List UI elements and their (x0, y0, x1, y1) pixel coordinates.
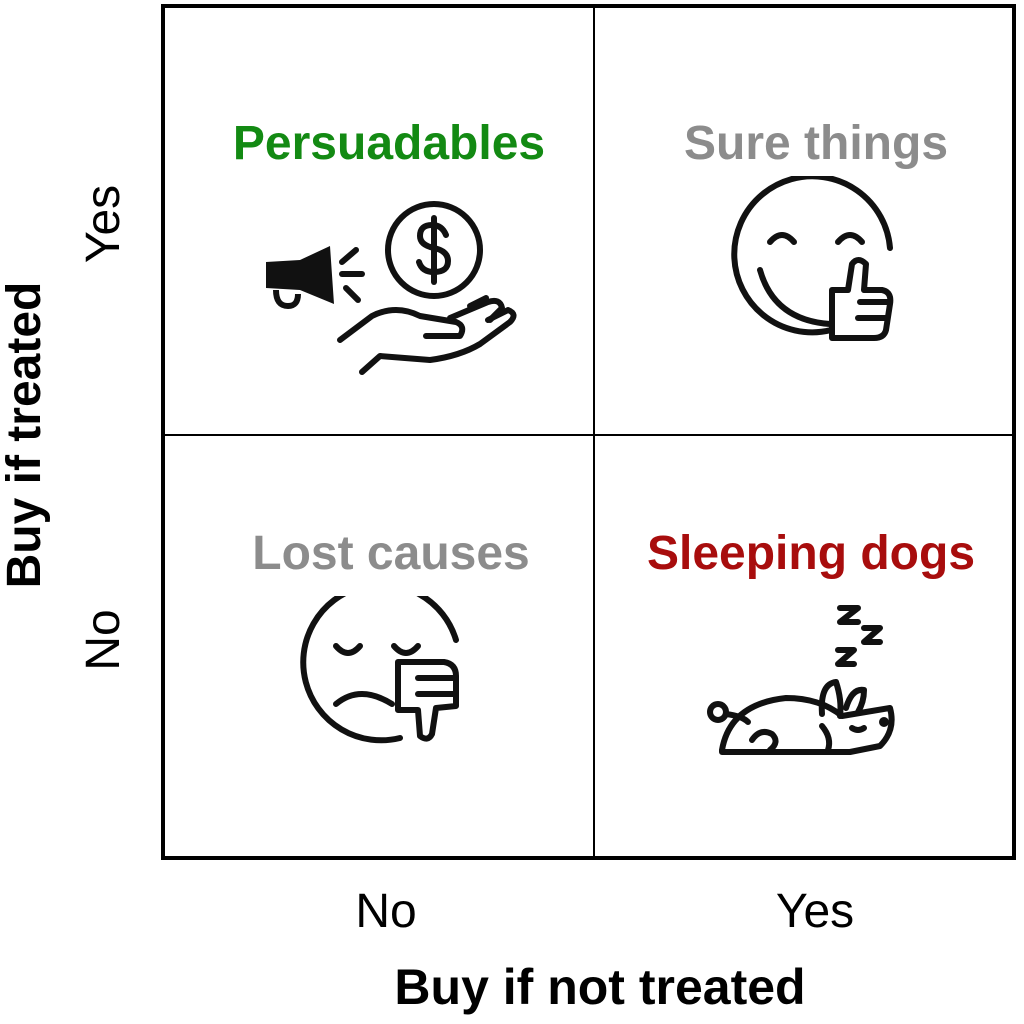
x-axis-label: Buy if not treated (394, 959, 806, 1015)
sleeping-dog-icon (707, 605, 895, 755)
quadrant-title-persuadables: Persuadables (232, 117, 546, 170)
vertical-divider (593, 4, 595, 860)
y-axis-label: Buy if treated (0, 281, 51, 589)
x-tick-yes: Yes (775, 885, 855, 938)
megaphone-money-hand-icon (266, 201, 517, 375)
horizontal-divider (161, 434, 1016, 436)
y-tick-no: No (77, 609, 130, 671)
x-tick-no: No (355, 885, 417, 938)
y-tick-yes: Yes (77, 184, 130, 264)
smiley-thumbs-up-icon (731, 176, 894, 341)
sad-face-thumbs-down-icon (300, 596, 459, 744)
quadrant-title-sleeping-dogs: Sleeping dogs (646, 527, 976, 580)
quadrant-grid (161, 4, 1016, 860)
quadrant-title-lost-causes: Lost causes (252, 527, 530, 580)
quadrant-title-sure-things: Sure things (683, 117, 949, 170)
